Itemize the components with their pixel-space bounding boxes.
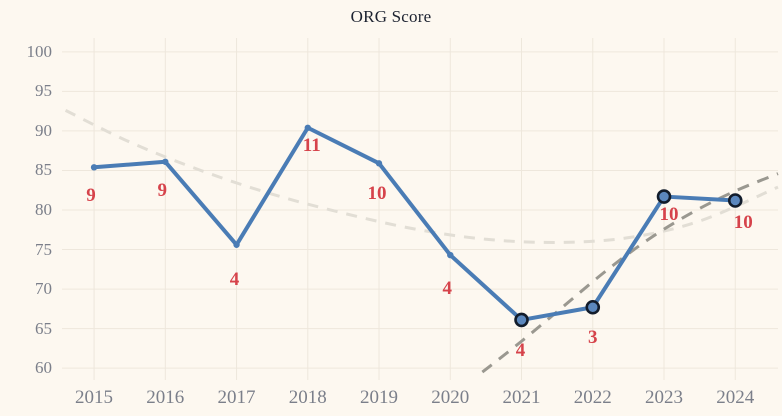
x-axis-tick-label: 2021 bbox=[502, 387, 541, 408]
x-axis-tick-label: 2019 bbox=[360, 387, 399, 408]
data-point-value-label: 3 bbox=[588, 327, 598, 349]
series-polyline bbox=[92, 125, 738, 322]
data-point-marker[interactable] bbox=[162, 158, 169, 165]
data-point-marker[interactable] bbox=[90, 164, 98, 171]
y-axis-tick-label: 90 bbox=[35, 120, 52, 140]
data-point-value-label: 10 bbox=[733, 211, 753, 233]
data-point-value-label: 10 bbox=[367, 183, 387, 205]
data-point-marker[interactable] bbox=[233, 241, 240, 248]
data-point-marker[interactable] bbox=[375, 160, 383, 167]
y-axis-tick-label: 95 bbox=[35, 81, 52, 101]
series-markers-org-score bbox=[90, 124, 743, 328]
data-point-marker[interactable] bbox=[656, 189, 672, 204]
x-axis-tick-label: 2024 bbox=[716, 387, 755, 408]
series-line-org-score bbox=[92, 125, 738, 322]
x-axis-tick-label: 2017 bbox=[217, 387, 256, 408]
x-axis-tick-label: 2018 bbox=[288, 387, 327, 408]
data-point-value-label: 10 bbox=[659, 203, 679, 225]
y-axis-tick-label: 85 bbox=[35, 160, 52, 180]
chart-title: ORG Score bbox=[350, 7, 432, 26]
y-axis-tick-label: 75 bbox=[35, 239, 52, 259]
x-axis-tick-label: 2020 bbox=[431, 387, 470, 408]
data-point-value-label: 4 bbox=[515, 339, 526, 361]
data-point-value-label: 4 bbox=[229, 268, 240, 290]
trend-curve-light bbox=[64, 109, 779, 244]
y-axis-tick-label: 100 bbox=[26, 41, 53, 61]
y-axis-tick-label: 65 bbox=[35, 318, 52, 338]
data-point-value-label: 11 bbox=[302, 134, 321, 156]
x-axis-tick-label: 2022 bbox=[573, 387, 612, 408]
trend-line-light bbox=[64, 109, 779, 244]
data-point-value-label: 4 bbox=[442, 278, 453, 300]
y-axis-tick-label: 70 bbox=[35, 279, 52, 299]
x-axis-tick-label: 2016 bbox=[146, 387, 185, 408]
data-point-marker[interactable] bbox=[447, 251, 454, 259]
data-point-marker[interactable] bbox=[514, 312, 529, 328]
x-axis-tick-label: 2015 bbox=[75, 387, 114, 408]
y-axis-tick-label: 80 bbox=[35, 200, 52, 219]
x-axis-tick-label: 2023 bbox=[645, 387, 683, 408]
data-point-marker[interactable] bbox=[304, 124, 311, 131]
data-point-value-label: 9 bbox=[157, 179, 168, 201]
data-point-value-label: 9 bbox=[86, 185, 96, 207]
data-point-marker[interactable] bbox=[727, 193, 743, 208]
data-point-marker[interactable] bbox=[585, 299, 601, 315]
y-axis-tick-label: 60 bbox=[35, 358, 52, 378]
